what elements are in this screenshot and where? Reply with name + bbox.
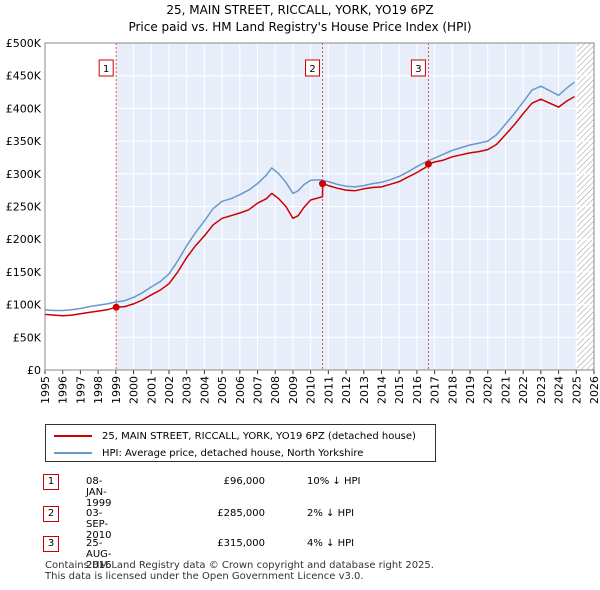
- x-tick-label: 2007: [252, 376, 265, 404]
- series-line: [44, 81, 575, 312]
- sale-point: [112, 303, 120, 311]
- x-tick-label: 2016: [411, 376, 424, 404]
- x-tick-label: 2010: [305, 376, 318, 404]
- footer-copyright: Contains HM Land Registry data © Crown c…: [45, 560, 434, 571]
- transaction-price: £285,000: [217, 508, 265, 519]
- x-tick-label: 1996: [57, 376, 70, 404]
- sale-label-box: [410, 59, 426, 77]
- legend-swatch-hpi: [54, 452, 92, 454]
- y-tick-label: £100K: [6, 299, 42, 312]
- footer: Contains HM Land Registry data © Crown c…: [45, 560, 434, 582]
- y-tick-label: £0: [27, 364, 41, 377]
- legend-item-property: 25, MAIN STREET, RICCALL, YORK, YO19 6PZ…: [54, 428, 416, 444]
- x-tick-label: 2021: [499, 376, 512, 404]
- plot-frame: [44, 42, 595, 371]
- x-tick-label: 2014: [375, 376, 388, 404]
- transaction-date: 25-AUG-2016: [86, 538, 112, 571]
- x-tick-label: 2020: [482, 376, 495, 404]
- sale-point: [424, 160, 432, 168]
- chart-title: 25, MAIN STREET, RICCALL, YORK, YO19 6PZ: [166, 3, 433, 17]
- y-tick-label: £200K: [6, 233, 42, 246]
- sale-label-box: [305, 59, 321, 77]
- legend-label-hpi: HPI: Average price, detached house, Nort…: [102, 447, 364, 459]
- x-tick-label: 2025: [570, 376, 583, 404]
- transaction-date: 03-SEP-2010: [86, 508, 112, 541]
- x-tick-label: 2026: [588, 376, 600, 404]
- sale-label: 3: [415, 64, 421, 75]
- x-tick-label: 2013: [358, 376, 371, 404]
- x-tick-label: 2019: [464, 376, 477, 404]
- x-tick-label: 2003: [181, 376, 194, 404]
- x-tick-label: 1999: [110, 376, 123, 404]
- y-tick-label: £150K: [6, 266, 42, 279]
- x-tick-label: 2001: [145, 376, 158, 404]
- y-tick-label: £500K: [6, 37, 42, 50]
- y-tick-label: £50K: [13, 331, 42, 344]
- footer-licence: This data is licensed under the Open Gov…: [45, 571, 364, 582]
- x-tick-label: 2022: [517, 376, 530, 404]
- x-tick-label: 1998: [92, 376, 105, 404]
- transaction-hpi-diff: 2% ↓ HPI: [307, 508, 355, 519]
- x-tick-label: 2004: [198, 376, 211, 404]
- transaction-number-badge: 2: [43, 506, 59, 522]
- x-tick-label: 2002: [163, 376, 176, 404]
- x-tick-label: 2024: [553, 376, 566, 404]
- legend: 25, MAIN STREET, RICCALL, YORK, YO19 6PZ…: [45, 424, 436, 462]
- sale-point: [319, 180, 327, 188]
- chart-subtitle: Price paid vs. HM Land Registry's House …: [128, 20, 471, 34]
- x-tick-label: 2011: [322, 376, 335, 404]
- x-tick-label: 1997: [74, 376, 87, 404]
- x-tick-label: 2000: [128, 376, 141, 404]
- legend-item-hpi: HPI: Average price, detached house, Nort…: [54, 445, 363, 461]
- x-tick-label: 2017: [429, 376, 442, 404]
- sale-label: 1: [103, 64, 109, 75]
- legend-swatch-property: [54, 435, 92, 437]
- y-tick-label: £450K: [6, 70, 42, 83]
- y-tick-label: £250K: [6, 201, 42, 214]
- transaction-number-badge: 3: [43, 536, 59, 552]
- x-tick-label: 2005: [216, 376, 229, 404]
- transaction-hpi-diff: 4% ↓ HPI: [307, 538, 355, 549]
- x-tick-label: 2018: [446, 376, 459, 404]
- y-tick-label: £300K: [6, 168, 42, 181]
- x-tick-label: 2009: [287, 376, 300, 404]
- price-chart: 25, MAIN STREET, RICCALL, YORK, YO19 6PZ…: [6, 3, 600, 404]
- y-tick-label: £350K: [6, 135, 42, 148]
- transaction-number-badge: 1: [43, 474, 59, 490]
- y-tick-label: £400K: [6, 102, 42, 115]
- series-line: [44, 95, 575, 317]
- x-tick-label: 2015: [393, 376, 406, 404]
- sale-label: 2: [309, 64, 315, 75]
- x-tick-label: 1995: [39, 376, 52, 404]
- x-tick-label: 2012: [340, 376, 353, 404]
- x-tick-label: 2023: [535, 376, 548, 404]
- sale-label-box: [98, 59, 114, 77]
- transaction-date: 08-JAN-1999: [86, 476, 112, 509]
- transaction-price: £96,000: [223, 476, 265, 487]
- x-tick-label: 2006: [234, 376, 247, 404]
- transaction-price: £315,000: [217, 538, 265, 549]
- transaction-hpi-diff: 10% ↓ HPI: [307, 476, 361, 487]
- x-tick-label: 2008: [269, 376, 282, 404]
- legend-label-property: 25, MAIN STREET, RICCALL, YORK, YO19 6PZ…: [102, 430, 416, 442]
